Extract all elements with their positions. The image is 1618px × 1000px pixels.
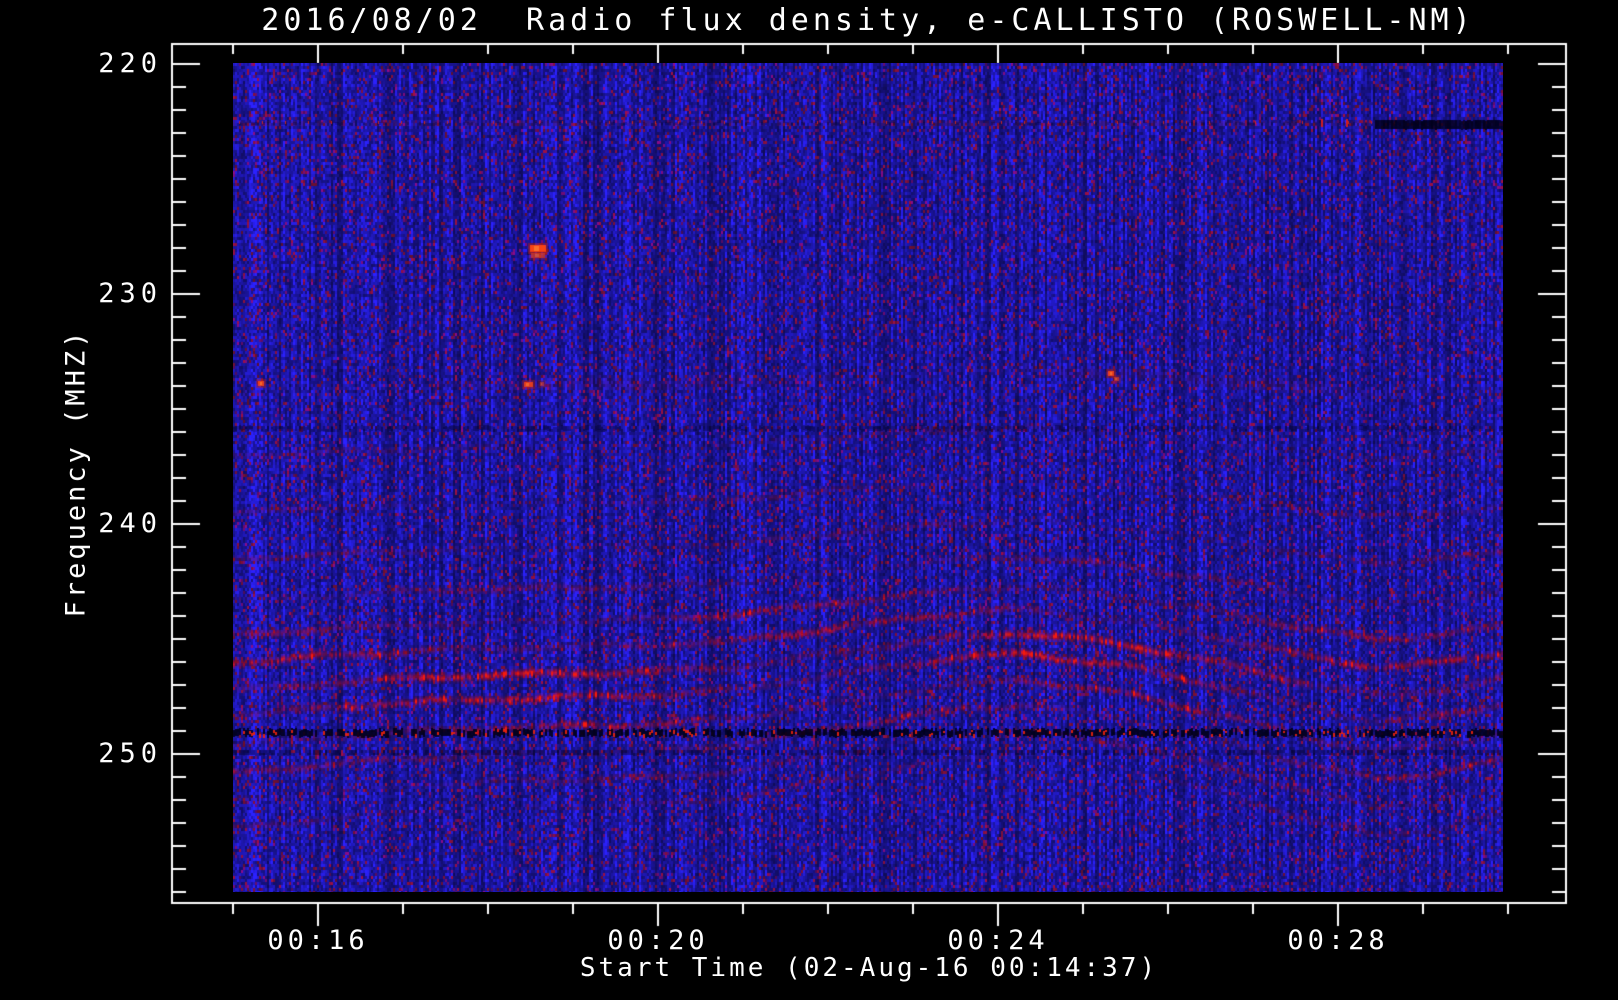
y-tick-label: 230 <box>98 278 162 309</box>
x-tick-label: 00:28 <box>1287 925 1389 956</box>
spectrogram-canvas <box>233 63 1503 892</box>
chart-title: 2016/08/02 Radio flux density, e-CALLIST… <box>261 3 1475 38</box>
y-axis-label: Frequency (MHZ) <box>60 328 92 618</box>
y-tick-label: 240 <box>98 508 162 539</box>
y-tick-label: 220 <box>98 48 162 79</box>
x-tick-label: 00:24 <box>947 925 1049 956</box>
x-axis-label: Start Time (02-Aug-16 00:14:37) <box>579 953 1159 983</box>
x-tick-label: 00:20 <box>607 925 709 956</box>
y-tick-label: 250 <box>98 738 162 769</box>
x-tick-label: 00:16 <box>267 925 369 956</box>
